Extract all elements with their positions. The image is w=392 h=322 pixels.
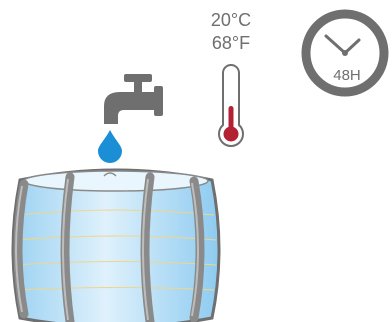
thermometer-icon [218,64,244,147]
clock-icon: 48H [301,9,389,97]
faucet-icon [104,74,163,124]
barrel-icon [11,168,221,322]
timer-label: 48H [333,67,361,84]
temperature-fahrenheit: 68°F [211,33,251,53]
temperature-celsius: 20°C [210,10,252,30]
water-drop-icon [98,130,122,163]
